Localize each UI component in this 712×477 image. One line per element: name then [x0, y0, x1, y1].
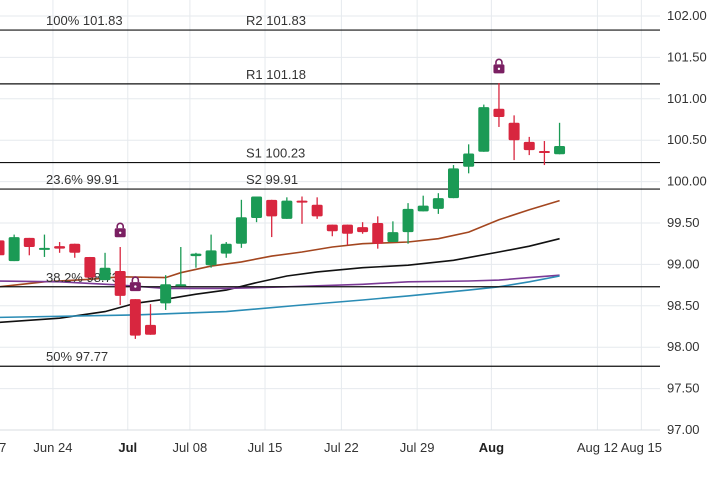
candle-down [114, 271, 126, 296]
level-label: 50% 97.77 [46, 349, 108, 364]
lock-icon-shackle [116, 222, 124, 229]
y-tick-label: 98.50 [667, 298, 700, 313]
candle-down [311, 204, 323, 217]
event-markers [114, 58, 505, 292]
candle-down [69, 243, 81, 253]
candle-up [8, 237, 20, 262]
candle-up [38, 247, 50, 250]
y-tick-label: 101.50 [667, 49, 707, 64]
ma-purple-line [0, 274, 560, 290]
y-tick-label: 102.00 [667, 8, 707, 23]
candle-down [296, 200, 308, 203]
candle-up [235, 217, 247, 244]
candle-up [402, 208, 414, 233]
y-tick-label: 101.00 [667, 91, 707, 106]
candle-down [145, 324, 156, 335]
x-tick-label: Jun 24 [33, 440, 72, 455]
x-tick-label: Aug 15 [621, 440, 662, 455]
y-tick-label: 97.00 [667, 422, 700, 437]
candle-down [538, 150, 550, 153]
candle-down [493, 108, 505, 118]
y-axis: 102.00 101.50 101.00 100.50 100.00 99.50 99.00… [667, 8, 707, 437]
candle-up [417, 205, 429, 212]
level-label: 100% 101.83 [46, 13, 123, 28]
candle-up [175, 284, 187, 287]
candle-up [205, 250, 217, 266]
x-tick-label: Jul 22 [324, 440, 359, 455]
level-label: R1 101.18 [246, 67, 306, 82]
ma-black-line [0, 237, 560, 324]
candle-down [326, 224, 338, 232]
candle-up [387, 232, 399, 243]
candle-up [251, 196, 263, 219]
candle-up [220, 243, 232, 254]
candle-down [508, 122, 520, 141]
y-tick-label: 97.50 [667, 381, 700, 396]
candle-up [160, 284, 172, 304]
candle-up [448, 168, 459, 199]
y-tick-label: 99.00 [667, 256, 700, 271]
ma-blue-line [0, 275, 560, 319]
x-tick-label: Jul 08 [173, 440, 208, 455]
x-tick-label: Jul 15 [248, 440, 283, 455]
x-tick-label: Aug [479, 440, 504, 455]
lock-icon-keyhole [119, 231, 122, 234]
x-tick-label: Aug 12 [577, 440, 618, 455]
candle-up [190, 253, 202, 257]
candle-down [0, 240, 5, 256]
candle-up [281, 200, 293, 219]
candle-up [99, 267, 111, 281]
candle-up [554, 145, 566, 155]
candle-down [54, 246, 66, 249]
level-label: S1 100.23 [246, 146, 305, 161]
candle-down [341, 224, 353, 234]
candle-down [84, 256, 96, 278]
candles [0, 83, 566, 339]
x-tick-label: Jun 17 [0, 440, 6, 455]
x-tick-label: Jul [118, 440, 137, 455]
y-tick-label: 100.00 [667, 174, 707, 189]
level-label: S2 99.91 [246, 172, 298, 187]
candle-up [478, 107, 490, 152]
moving-averages [0, 199, 560, 324]
y-tick-label: 100.50 [667, 132, 707, 147]
lock-icon-shackle [495, 58, 503, 65]
y-tick-label: 99.50 [667, 215, 700, 230]
candle-down [266, 199, 278, 217]
candle-down [523, 141, 535, 151]
lock-icon-keyhole [134, 285, 137, 288]
grid [0, 0, 660, 431]
candle-up [432, 198, 444, 209]
lock-icon-keyhole [497, 67, 501, 71]
level-label: 23.6% 99.91 [46, 172, 119, 187]
candle-down [357, 227, 369, 233]
y-tick-label: 98.00 [667, 339, 700, 354]
candle-up [463, 153, 475, 167]
x-tick-label: Jul 29 [400, 440, 435, 455]
candle-down [372, 223, 384, 244]
level-label: R2 101.83 [246, 13, 306, 28]
candle-down [23, 237, 35, 248]
lock-icon-shackle [131, 276, 140, 283]
x-axis: Jun 17 Jun 24 Jul Jul 08 Jul 15 Jul 22 Jul 29 A… [0, 440, 662, 455]
candle-down [129, 299, 141, 336]
